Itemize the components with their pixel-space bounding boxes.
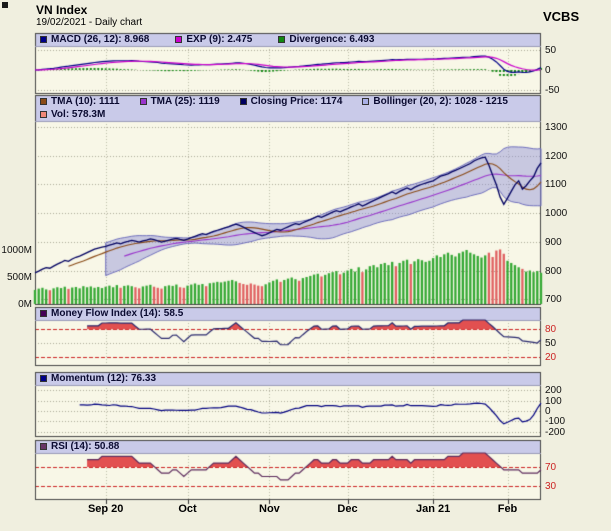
month-label: Dec: [337, 503, 358, 515]
month-label: Nov: [259, 503, 280, 515]
divergence-swatch-icon: [278, 36, 286, 43]
closing-price-swatch-icon: [239, 98, 247, 105]
y-tick-label: 0: [545, 406, 551, 417]
mfi-legend-item: Money Flow Index (14): 58.5: [40, 308, 183, 319]
month-label: Jan 21: [415, 503, 451, 515]
exp-swatch-icon: [175, 36, 183, 43]
tma10-swatch-icon: [40, 98, 47, 105]
macd-label: MACD (26, 12): 8.968: [51, 34, 150, 45]
tma25-legend-item: TMA (25): 1119: [139, 96, 220, 107]
bollinger-swatch-icon: [362, 98, 370, 105]
volume-tick-label: 0M: [18, 299, 32, 310]
momentum-label: Momentum (12): 76.33: [51, 373, 157, 384]
tma10-legend-item: TMA (10): 1111: [40, 96, 120, 107]
y-tick-label: 900: [545, 236, 562, 248]
y-tick-label: -50: [545, 85, 560, 96]
y-tick-label: 1300: [545, 121, 568, 133]
momentum-swatch-icon: [40, 375, 47, 382]
rsi-legend-item: RSI (14): 50.88: [40, 441, 119, 452]
divergence-legend-item: Divergence: 6.493: [278, 34, 374, 45]
volume-swatch-icon: [40, 111, 47, 118]
month-label: Oct: [178, 503, 197, 515]
y-tick-label: 20: [545, 351, 557, 363]
month-label: Feb: [497, 503, 518, 515]
y-tick-label: 800: [545, 265, 562, 277]
y-tick-label: 1200: [545, 150, 568, 162]
tma25-swatch-icon: [139, 98, 147, 105]
momentum-legend-item: Momentum (12): 76.33: [40, 373, 156, 384]
mfi-swatch-icon: [40, 310, 47, 317]
tma25-label: TMA (25): 1119: [150, 96, 220, 107]
momentum-legend: Momentum (12): 76.33: [36, 372, 540, 385]
y-tick-label: 50: [545, 338, 557, 349]
brand-logo: VCBS: [543, 9, 580, 24]
macd-swatch-icon: [40, 36, 47, 43]
volume-tick-label: 1000M: [1, 245, 32, 256]
y-tick-label: 80: [545, 324, 557, 336]
mfi-legend: Money Flow Index (14): 58.5: [36, 307, 540, 320]
y-tick-label: -100: [545, 416, 566, 428]
y-tick-label: 70: [545, 462, 557, 474]
rsi-label: RSI (14): 50.88: [51, 441, 120, 452]
rsi-legend: RSI (14): 50.88: [36, 440, 540, 453]
tma10-label: TMA (10): 1111: [51, 96, 120, 107]
y-tick-label: 50: [545, 45, 557, 56]
bollinger-label: Bollinger (20, 2): 1028 - 1215: [373, 96, 508, 107]
y-tick-label: 700: [545, 294, 562, 306]
chart-date-subtitle: 19/02/2021 - Daily chart: [36, 17, 143, 28]
page-title: VN Index: [36, 3, 88, 17]
macd-legend-item: MACD (26, 12): 8.968: [40, 34, 149, 45]
y-tick-label: 30: [545, 480, 557, 492]
volume-label: Vol: 578.3M: [51, 109, 106, 120]
rsi-swatch-icon: [40, 443, 47, 450]
closing-price-label: Closing Price: 1174: [250, 96, 343, 107]
divergence-label: Divergence: 6.493: [289, 34, 375, 45]
mfi-label: Money Flow Index (14): 58.5: [51, 308, 184, 319]
exp-legend-item: EXP (9): 2.475: [175, 34, 252, 45]
exp-label: EXP (9): 2.475: [186, 34, 253, 45]
price-legend-row1: TMA (10): 1111 TMA (25): 1119 Closing Pr…: [36, 95, 540, 108]
volume-tick-label: 500M: [6, 272, 32, 283]
month-label: Sep 20: [87, 503, 124, 515]
volume-legend-item: Vol: 578.3M: [40, 109, 105, 120]
y-tick-label: -200: [545, 426, 566, 438]
y-tick-label: 1100: [545, 179, 567, 191]
y-tick-label: 200: [545, 385, 562, 397]
y-tick-label: 0: [545, 65, 551, 76]
price-legend-row2: Vol: 578.3M: [36, 108, 540, 121]
macd-legend: MACD (26, 12): 8.968 EXP (9): 2.475 Dive…: [36, 33, 540, 46]
bollinger-legend-item: Bollinger (20, 2): 1028 - 1215: [362, 96, 508, 107]
y-tick-label: 1000: [545, 208, 568, 219]
corner-mark-icon: [2, 2, 8, 8]
y-tick-label: 100: [545, 395, 562, 407]
closing-price-legend-item: Closing Price: 1174: [239, 96, 343, 107]
